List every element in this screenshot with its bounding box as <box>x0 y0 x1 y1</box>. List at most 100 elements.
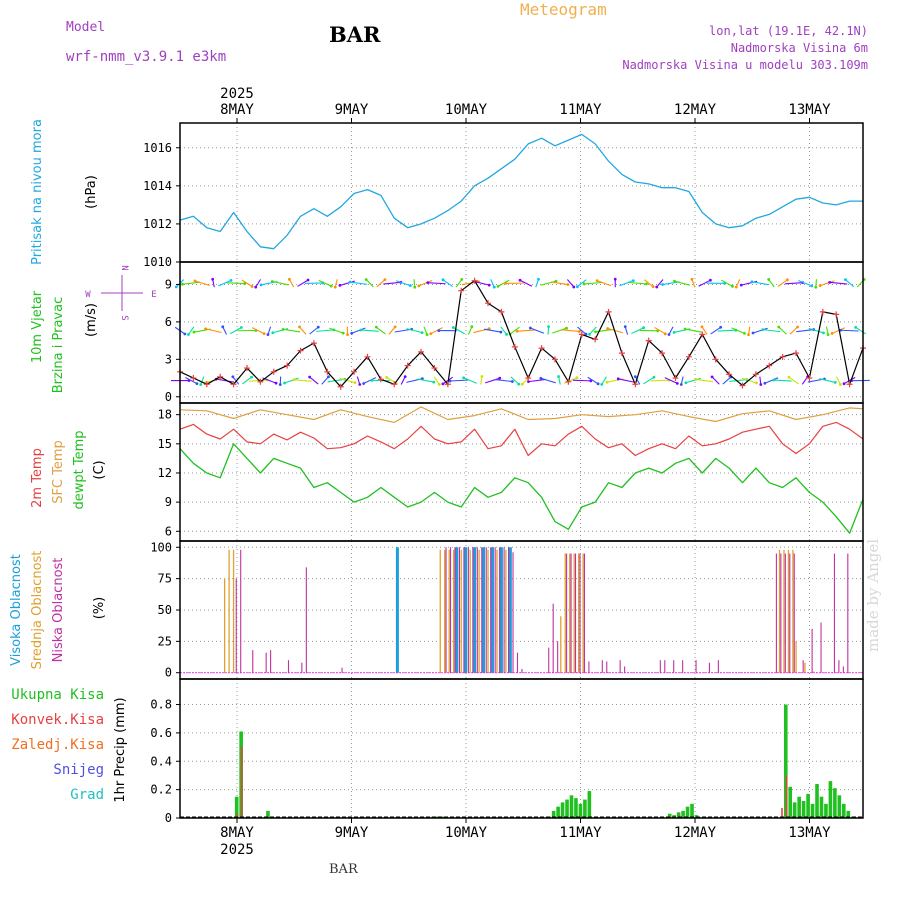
wind-arrow-head <box>350 331 354 335</box>
wind-arrow-head <box>747 333 750 337</box>
wind-arrow <box>349 281 368 285</box>
wind-arrow-head <box>364 278 368 281</box>
wind-arrow-head <box>259 283 263 287</box>
wind-arrow <box>674 280 691 286</box>
wind-speed-marker <box>645 337 652 344</box>
bottom-year-label: 2025 <box>220 842 254 858</box>
wind-arrow <box>339 280 356 286</box>
footer-station: BAR <box>329 862 358 877</box>
precip-legend-item: Grad <box>70 787 104 803</box>
frame-layer <box>176 118 864 823</box>
wind-arrow-head <box>274 381 278 385</box>
wind-arrow-head <box>694 378 698 381</box>
wind-arrow-head <box>239 326 243 329</box>
wind-arrow-head <box>575 376 579 380</box>
wind-arrow-head <box>700 325 704 329</box>
wind-arrow <box>628 281 647 285</box>
wind-speed-marker <box>243 365 250 372</box>
wind-arrow-head <box>796 325 799 329</box>
wind-arrow <box>339 377 356 384</box>
wind-arrow <box>483 328 501 333</box>
wind-arrow-head <box>487 327 491 331</box>
wind-arrow-head <box>362 382 366 385</box>
y-tick-label: 0 <box>165 390 172 404</box>
wind-arrow-head <box>283 381 286 385</box>
wind-arrow <box>318 279 332 287</box>
wind-arrow-head <box>623 325 627 329</box>
wind-arrow-head <box>631 279 635 283</box>
pressure-axis-title: Pritisak na nivou mora <box>30 119 45 265</box>
wind-arrow-head <box>341 331 345 335</box>
wind-speed-marker <box>819 308 826 315</box>
wind-arrow <box>843 376 856 385</box>
wind-arrow <box>691 279 696 288</box>
wind-arrow-head <box>606 327 610 330</box>
wind-arrow-head <box>429 332 433 336</box>
wind-arrow <box>455 279 463 288</box>
wind-speed-marker <box>471 277 478 284</box>
wind-arrow <box>500 326 507 335</box>
precip-total-bar <box>788 786 793 818</box>
wind-arrow <box>427 282 446 285</box>
wind-arrow <box>685 328 702 333</box>
y-tick-label: 15 <box>158 437 172 451</box>
wind-arrow <box>788 376 799 385</box>
wind-arrow <box>819 280 835 287</box>
wind-arrow <box>509 326 520 335</box>
wind-arrow-head <box>298 325 301 329</box>
precip-total-bar <box>583 799 587 818</box>
wind-speed-marker <box>230 381 237 388</box>
wind-arrow <box>650 379 669 382</box>
wind-arrow-head <box>731 284 734 288</box>
wind-arrow-head <box>487 283 491 287</box>
sfc-temp-line <box>179 406 864 423</box>
precip-total-bar <box>806 793 810 818</box>
wind-arrow <box>577 279 587 288</box>
wind-arrow-head <box>566 283 570 286</box>
wind-arrow-head <box>270 280 274 283</box>
precip-total-bar <box>681 810 685 818</box>
wind-arrow-head <box>710 375 714 379</box>
wind-arrow-head <box>437 329 441 332</box>
wind-arrow <box>417 378 434 383</box>
temp-axis-title-3: dewpt Temp <box>72 430 87 509</box>
wind-arrow-head <box>655 285 659 289</box>
wind-arrow-head <box>565 326 568 330</box>
y-tick-label: 1010 <box>143 255 172 269</box>
wind-arrow-head <box>810 284 814 288</box>
wind-arrow <box>272 328 289 334</box>
y-tick-label: 6 <box>165 315 172 329</box>
wind-arrow-head <box>750 280 754 284</box>
wind-arrow-head <box>575 285 579 289</box>
wind-arrow-head <box>838 383 842 386</box>
wind-speed-marker <box>672 375 679 382</box>
precip-conv-bar <box>236 813 239 818</box>
wind-speed-marker <box>217 373 224 380</box>
wind-arrow <box>752 327 768 334</box>
wind-arrow <box>400 376 406 385</box>
wind-arrow <box>430 327 443 335</box>
y-tick-label: 0.8 <box>150 698 172 712</box>
wind-arrow-head <box>751 331 755 335</box>
elevation-label: Nadmorska Visina 6m <box>730 41 868 55</box>
wind-arrow <box>710 326 721 335</box>
wind-arrow <box>329 327 344 334</box>
wind-arrow-head <box>683 327 687 331</box>
wind-arrow-head <box>578 330 581 333</box>
watermark: made by Angel <box>864 538 882 652</box>
precip-conv-bar <box>781 808 783 818</box>
wind-arrow <box>297 279 309 287</box>
wind-arrow-head <box>588 332 591 336</box>
wind-speed-marker <box>618 350 625 357</box>
wind-arrow-head <box>763 381 767 385</box>
wind-speed-marker <box>351 368 358 375</box>
wind-speed-marker <box>270 368 277 375</box>
pressure-line <box>179 133 863 250</box>
precip-legend-item: Zaledj.Kisa <box>11 737 104 753</box>
wind-arrow-head <box>420 331 424 335</box>
wind-arrow <box>836 376 841 385</box>
wind-arrow-head <box>408 284 412 288</box>
wind-arrow-head <box>192 330 196 334</box>
wind-speed-marker <box>538 345 545 352</box>
